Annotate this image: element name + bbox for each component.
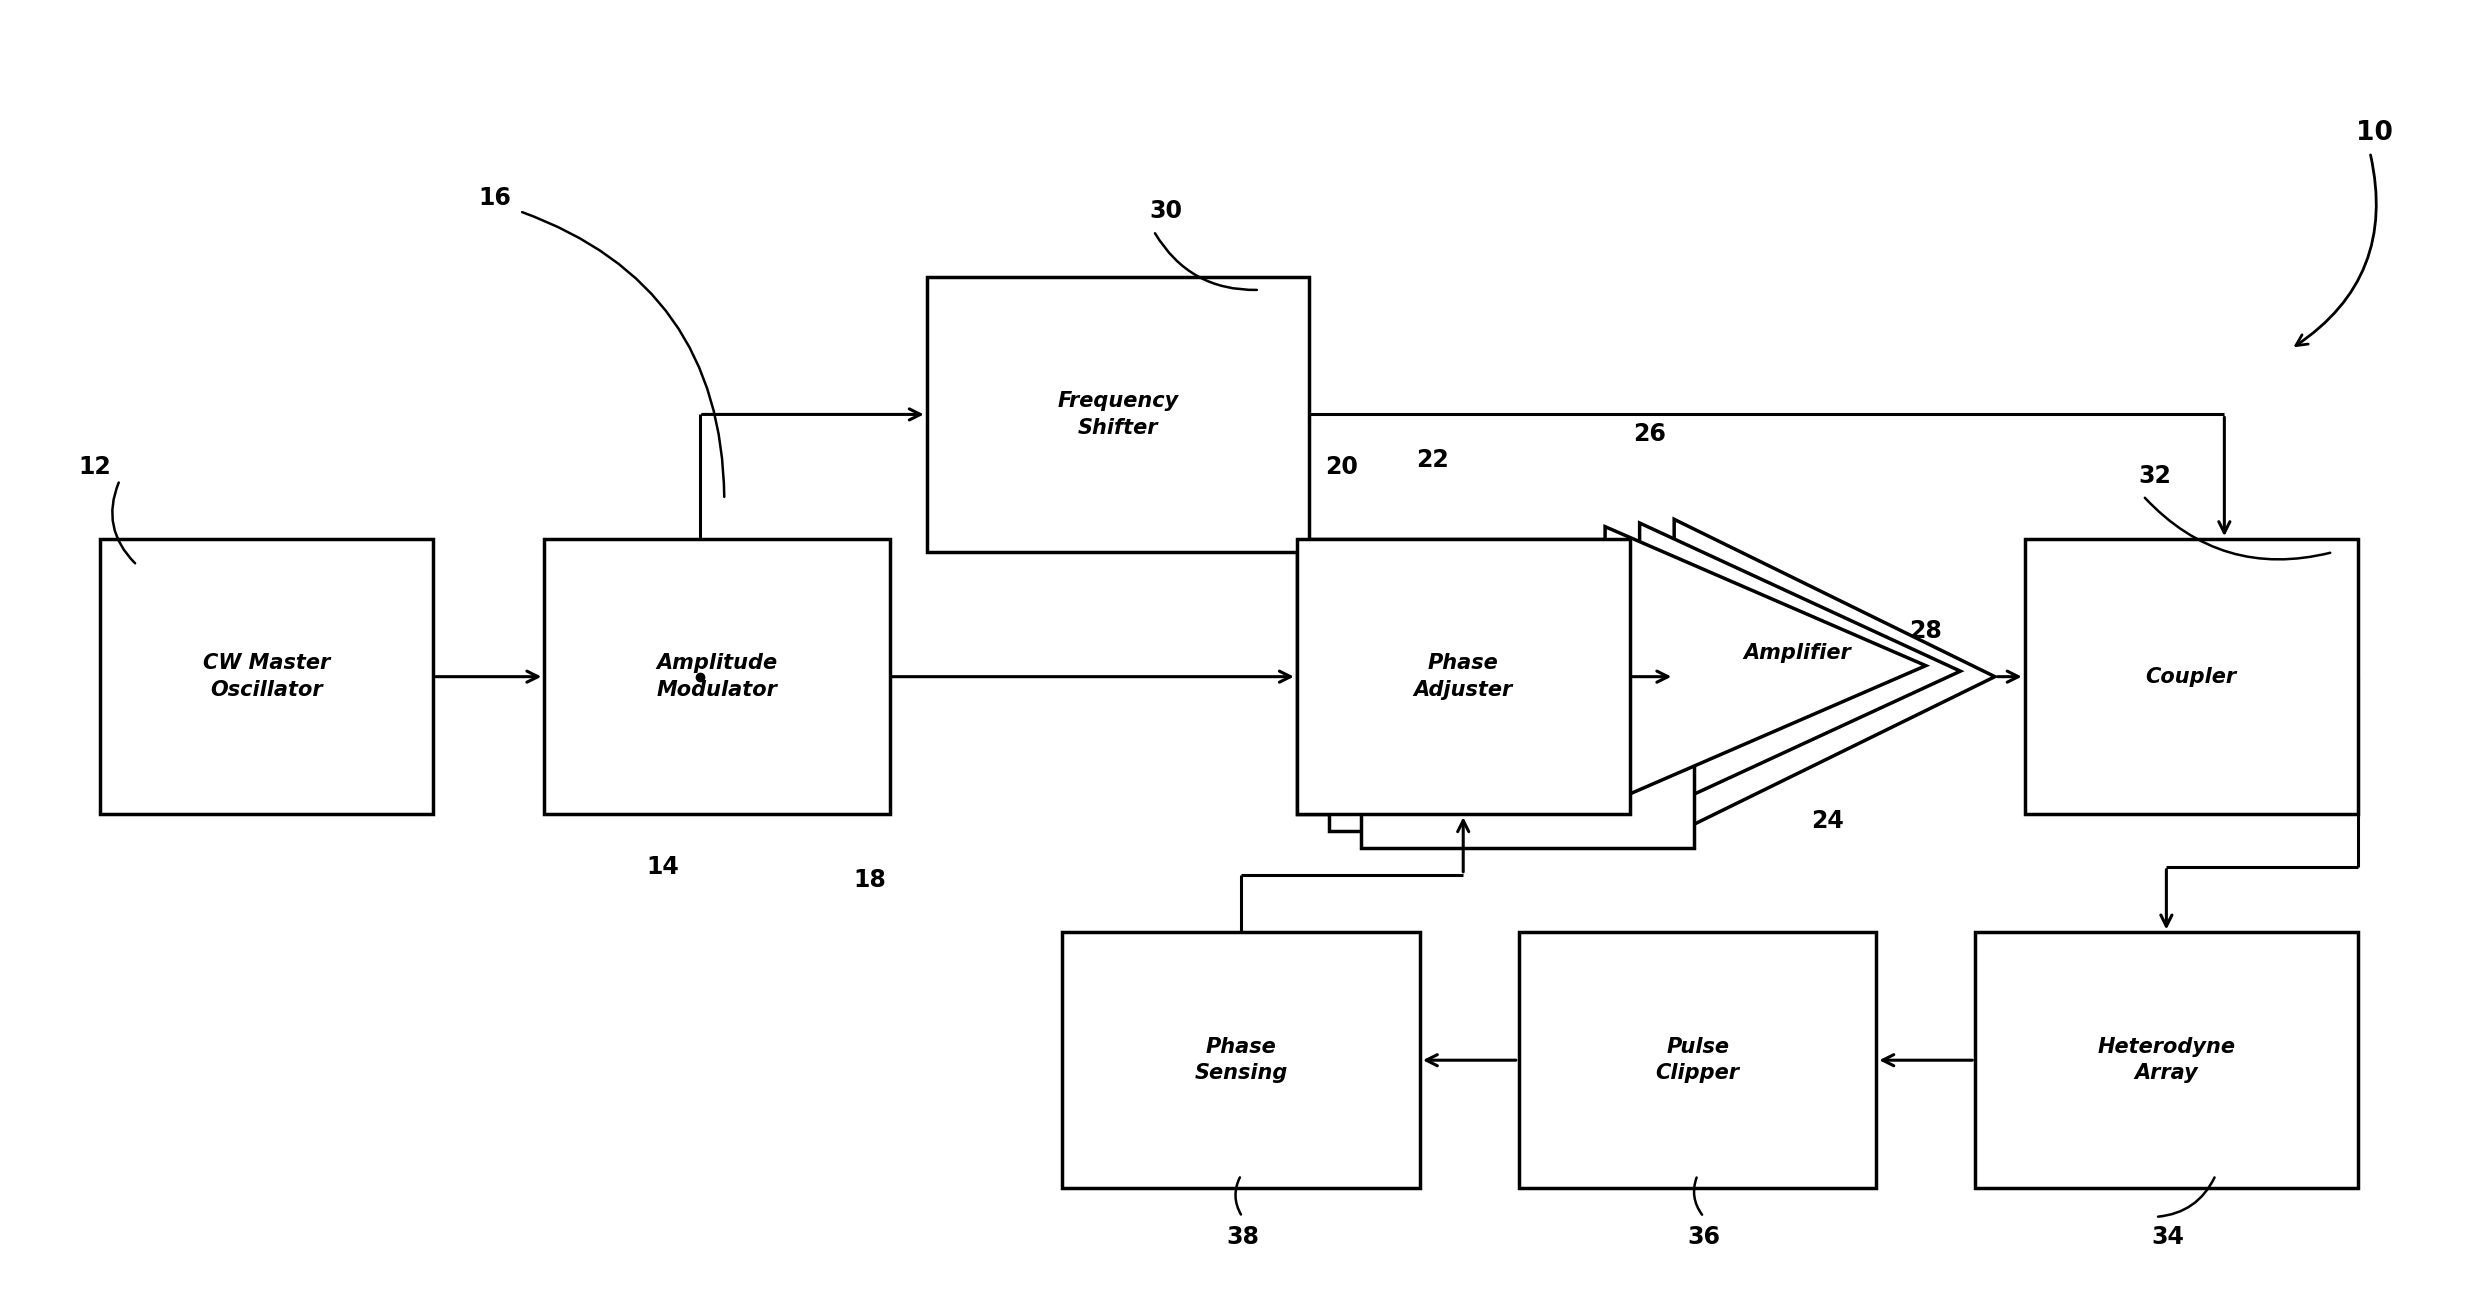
Text: 36: 36	[1687, 1225, 1719, 1248]
FancyBboxPatch shape	[1329, 556, 1662, 832]
Text: Heterodyne
Array: Heterodyne Array	[2097, 1037, 2235, 1084]
Text: 28: 28	[1909, 619, 1941, 643]
Text: 16: 16	[479, 187, 511, 210]
Text: CW Master
Oscillator: CW Master Oscillator	[203, 653, 331, 700]
Polygon shape	[1640, 523, 1961, 820]
FancyBboxPatch shape	[1297, 539, 1630, 815]
Text: 18: 18	[855, 869, 887, 892]
Text: 26: 26	[1633, 422, 1665, 445]
FancyBboxPatch shape	[101, 539, 432, 815]
Text: 22: 22	[1415, 448, 1450, 472]
Text: 38: 38	[1225, 1225, 1260, 1248]
Polygon shape	[1675, 519, 1996, 834]
Text: 24: 24	[1811, 809, 1843, 833]
Text: 10: 10	[2356, 120, 2393, 146]
FancyBboxPatch shape	[1519, 933, 1877, 1188]
Text: 30: 30	[1149, 200, 1183, 223]
FancyBboxPatch shape	[1062, 933, 1420, 1188]
Text: Phase
Adjuster: Phase Adjuster	[1413, 653, 1512, 700]
FancyBboxPatch shape	[1297, 539, 1630, 815]
Text: Frequency
Shifter: Frequency Shifter	[1057, 392, 1178, 438]
Text: Phase
Sensing: Phase Sensing	[1195, 1037, 1287, 1084]
Text: 20: 20	[1324, 455, 1358, 478]
Polygon shape	[1606, 527, 1927, 804]
Text: Pulse
Clipper: Pulse Clipper	[1655, 1037, 1739, 1084]
Text: 34: 34	[2151, 1225, 2183, 1248]
FancyBboxPatch shape	[926, 277, 1309, 552]
FancyBboxPatch shape	[1361, 573, 1694, 849]
Text: Amplifier: Amplifier	[1744, 643, 1852, 664]
Text: Amplitude
Modulator: Amplitude Modulator	[657, 653, 778, 700]
FancyBboxPatch shape	[543, 539, 889, 815]
FancyBboxPatch shape	[1976, 933, 2356, 1188]
Text: 12: 12	[79, 455, 111, 478]
Text: 14: 14	[647, 855, 679, 879]
FancyBboxPatch shape	[2025, 539, 2356, 815]
Text: 32: 32	[2139, 464, 2171, 487]
Text: Coupler: Coupler	[2146, 666, 2238, 687]
